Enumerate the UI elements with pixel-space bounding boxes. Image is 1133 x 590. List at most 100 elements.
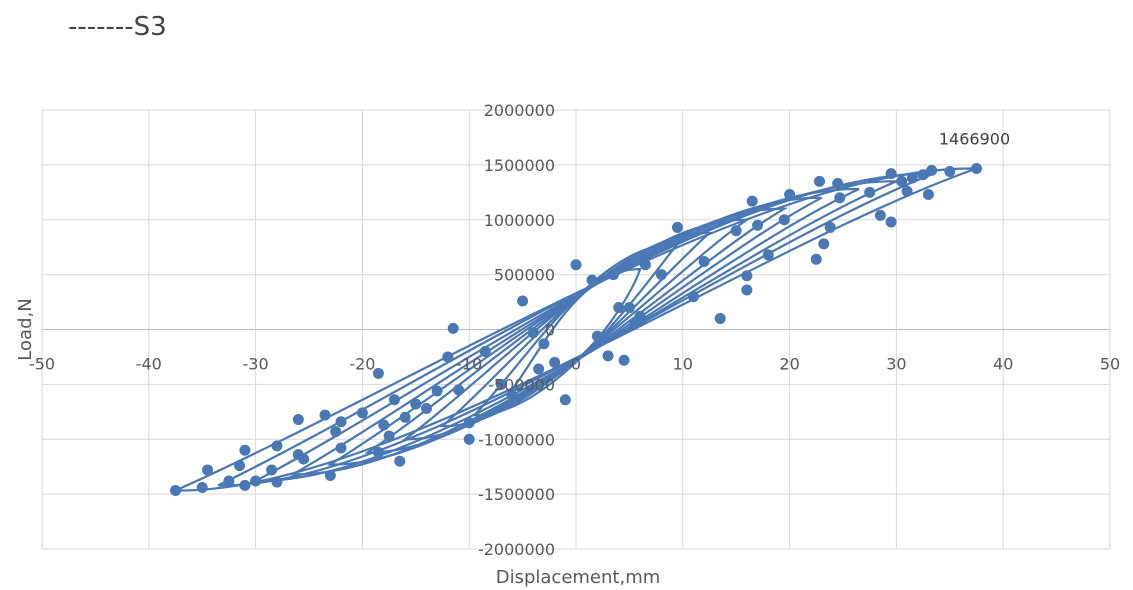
data-point-55 — [442, 351, 454, 363]
data-point-5 — [896, 175, 908, 187]
data-point-48 — [506, 389, 518, 401]
data-point-12 — [832, 178, 844, 190]
data-point-85 — [170, 484, 181, 496]
data-point-56 — [431, 385, 443, 397]
data-point-8 — [901, 185, 913, 197]
data-point-33 — [629, 318, 641, 330]
data-point-49 — [495, 378, 507, 390]
annotations: 1466900 — [939, 130, 1010, 149]
data-point-78 — [250, 475, 262, 487]
data-point-50 — [479, 345, 491, 357]
data-point-58 — [410, 398, 422, 410]
data-point-77 — [271, 476, 283, 488]
x-tick-label-9: 40 — [993, 355, 1013, 374]
data-point-13 — [814, 175, 826, 187]
data-point-36 — [613, 302, 625, 314]
data-point-70 — [324, 469, 336, 481]
data-point-30 — [655, 269, 667, 281]
data-point-73 — [292, 449, 304, 461]
data-point-74 — [292, 413, 304, 425]
data-point-84 — [239, 479, 251, 491]
data-point-26 — [714, 313, 726, 325]
x-tick-label-5: 0 — [571, 355, 581, 374]
data-point-17 — [810, 253, 822, 265]
data-point-37 — [607, 269, 619, 281]
data-point-62 — [383, 430, 395, 442]
data-point-60 — [394, 455, 406, 467]
data-point-83 — [196, 482, 208, 494]
data-point-0 — [971, 163, 982, 175]
data-point-18 — [784, 189, 796, 201]
data-point-14 — [834, 192, 846, 204]
data-point-79 — [239, 444, 251, 456]
data-point-29 — [671, 221, 683, 233]
data-point-43 — [549, 356, 561, 368]
loop-5 — [326, 196, 823, 466]
y-tick-label-4: 0 — [545, 321, 555, 340]
data-point-82 — [202, 464, 214, 476]
data-point-57 — [420, 403, 432, 415]
data-point-53 — [453, 384, 465, 396]
data-markers — [170, 163, 982, 496]
x-tick-label-3: -20 — [349, 355, 375, 374]
tick-labels: -50 -40 -30 -20 -10 0 10 20 30 40 50 -2000000 -15000… — [29, 101, 1120, 559]
data-point-81 — [223, 475, 235, 487]
data-point-52 — [463, 417, 475, 429]
annotation-0: 1466900 — [939, 130, 1010, 149]
data-point-47 — [517, 295, 529, 307]
data-point-35 — [618, 354, 630, 366]
loop-4 — [364, 207, 789, 454]
y-tick-label-5: 500000 — [494, 266, 555, 285]
data-point-6 — [885, 168, 897, 180]
data-point-20 — [762, 249, 774, 261]
data-point-59 — [399, 411, 411, 423]
data-point-41 — [570, 259, 582, 271]
data-point-38 — [602, 350, 614, 362]
x-tick-label-8: 30 — [886, 355, 906, 374]
data-point-63 — [378, 419, 390, 431]
page-title: -------S3 — [68, 12, 167, 42]
data-point-9 — [885, 216, 897, 228]
x-tick-label-2: -30 — [243, 355, 269, 374]
data-point-54 — [447, 322, 459, 334]
data-point-67 — [335, 442, 347, 454]
data-point-68 — [330, 426, 342, 438]
data-point-45 — [533, 363, 545, 375]
data-point-42 — [559, 394, 571, 406]
y-tick-label-7: 1500000 — [484, 156, 555, 175]
y-tick-label-8: 2000000 — [484, 101, 555, 120]
x-tick-label-10: 50 — [1100, 355, 1120, 374]
data-point-65 — [372, 367, 384, 379]
data-point-32 — [634, 310, 646, 322]
data-point-28 — [687, 291, 699, 303]
data-point-46 — [527, 327, 539, 339]
data-point-64 — [372, 446, 384, 458]
y-axis-title: Load,N — [15, 298, 36, 360]
data-point-44 — [538, 338, 550, 350]
data-point-25 — [730, 225, 742, 237]
x-tick-label-4: -10 — [456, 355, 482, 374]
data-point-21 — [752, 219, 764, 231]
data-point-51 — [463, 433, 475, 445]
data-point-80 — [234, 460, 246, 472]
y-tick-label-0: -2000000 — [478, 540, 555, 559]
x-axis-title: Displacement,mm — [496, 567, 661, 588]
data-point-10 — [874, 209, 886, 221]
data-point-2 — [926, 164, 938, 176]
data-point-69 — [335, 416, 347, 428]
y-tick-label-3: -500000 — [488, 375, 555, 394]
data-point-75 — [271, 440, 283, 452]
data-point-66 — [356, 407, 368, 419]
data-point-11 — [864, 186, 876, 198]
y-tick-label-2: -1000000 — [478, 430, 555, 449]
x-tick-label-0: -50 — [29, 355, 55, 374]
data-point-71 — [319, 409, 331, 421]
data-point-76 — [266, 464, 278, 476]
x-tick-label-7: 20 — [779, 355, 799, 374]
data-point-19 — [778, 214, 790, 226]
y-tick-label-1: -1500000 — [478, 485, 555, 504]
data-point-34 — [623, 302, 635, 314]
data-point-15 — [824, 221, 836, 233]
data-point-22 — [746, 195, 758, 207]
